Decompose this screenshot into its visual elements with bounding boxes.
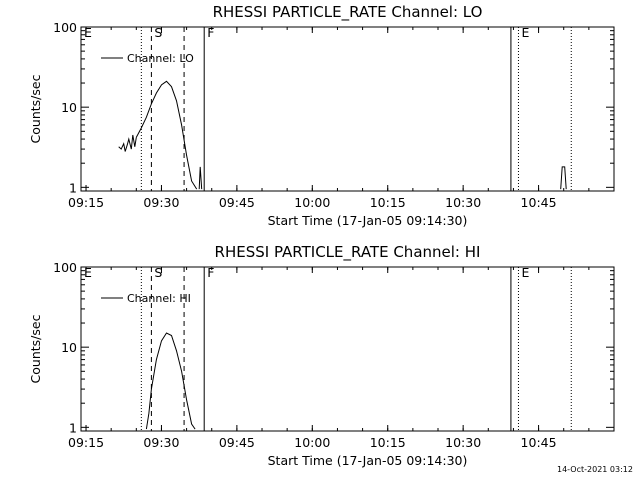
panel1-y-tick-label: 100 — [53, 20, 77, 35]
panel2-x-tick-label: 09:30 — [143, 435, 179, 450]
panel2-plot-frame — [80, 266, 615, 432]
panel1-x-tick-label: 09:15 — [68, 195, 104, 210]
panel1-y-tick-label: 1 — [69, 180, 77, 195]
panel1-x-tick-label: 09:45 — [219, 195, 255, 210]
panel2-x-axis-label: Start Time (17-Jan-05 09:14:30) — [268, 453, 468, 468]
panel1-series-line — [198, 166, 203, 190]
panel2-legend-label: Channel: HI — [127, 292, 191, 305]
panel2-x-tick-label: 09:15 — [68, 435, 104, 450]
panel2-series-line — [145, 332, 196, 430]
panel1-marker-label-e: E — [84, 25, 92, 40]
panel2-x-tick-label: 09:45 — [219, 435, 255, 450]
panel2-x-tick-label: 10:45 — [521, 435, 557, 450]
panel1-x-tick-label: 10:30 — [445, 195, 481, 210]
panel1-chart-title: RHESSI PARTICLE_RATE Channel: LO — [213, 3, 483, 22]
panel2-marker-label-e: E — [521, 265, 529, 280]
panel1-x-axis-label: Start Time (17-Jan-05 09:14:30) — [268, 213, 468, 228]
panel1-marker-label-f: F — [207, 25, 214, 40]
panel2-x-tick-label: 10:15 — [370, 435, 406, 450]
panel1-series-line — [560, 166, 567, 190]
panel1-series-line — [118, 134, 137, 152]
panel1-plot-frame — [80, 26, 615, 192]
panel1-x-tick-label: 09:30 — [143, 195, 179, 210]
panel2-y-axis-label: Counts/sec — [28, 314, 43, 383]
panel1-legend-label: Channel: LO — [127, 52, 194, 65]
panel1-marker-label-e: E — [521, 25, 529, 40]
panel2-chart-title: RHESSI PARTICLE_RATE Channel: HI — [215, 243, 481, 262]
panel1-x-tick-label: 10:45 — [521, 195, 557, 210]
panel2-marker-label-f: F — [207, 265, 214, 280]
panel1-series-line — [135, 80, 198, 190]
panel2-marker-label-s: S — [154, 265, 162, 280]
panel2-marker-label-e: E — [84, 265, 92, 280]
panel2-x-tick-label: 10:30 — [445, 435, 481, 450]
panel2-y-tick-label: 100 — [53, 260, 77, 275]
panel2-x-tick-label: 10:00 — [294, 435, 330, 450]
panel2-y-tick-label: 10 — [61, 340, 77, 355]
panel1-y-axis-label: Counts/sec — [28, 74, 43, 143]
panel1-x-tick-label: 10:15 — [370, 195, 406, 210]
panel1-marker-label-s: S — [154, 25, 162, 40]
panel2-y-tick-label: 1 — [69, 420, 77, 435]
panel1-y-tick-label: 10 — [61, 100, 77, 115]
footer-timestamp: 14-Oct-2021 03:12 — [557, 465, 633, 474]
panel1-x-tick-label: 10:00 — [294, 195, 330, 210]
